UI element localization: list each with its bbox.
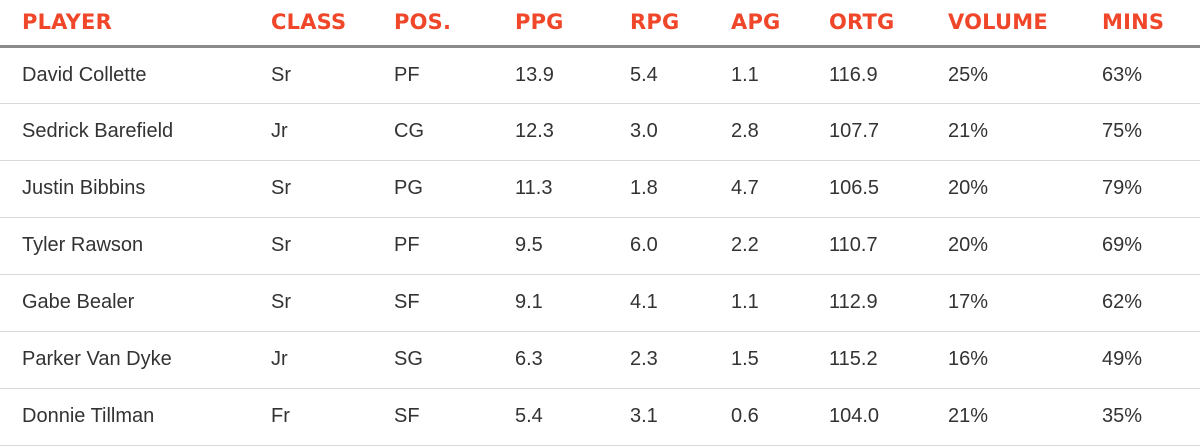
ppg-cell: 9.5 xyxy=(501,217,616,275)
column-header-rpg: RPG xyxy=(616,0,717,48)
column-header-volume: VOLUME xyxy=(934,0,1088,48)
player-name-cell: Justin Bibbins xyxy=(0,160,257,218)
rpg-cell: 5.4 xyxy=(616,46,717,104)
position-cell: SF xyxy=(380,388,501,446)
volume-cell: 17% xyxy=(934,274,1088,332)
class-cell: Jr xyxy=(257,103,380,161)
rpg-cell: 2.3 xyxy=(616,331,717,389)
volume-cell: 21% xyxy=(934,103,1088,161)
mins-cell: 63% xyxy=(1088,46,1200,104)
apg-cell: 2.8 xyxy=(717,103,815,161)
column-header-player: PLAYER xyxy=(0,0,257,48)
player-name-cell: David Collette xyxy=(0,46,257,104)
player-name-cell: Sedrick Barefield xyxy=(0,103,257,161)
volume-cell: 16% xyxy=(934,331,1088,389)
ppg-cell: 12.3 xyxy=(501,103,616,161)
ortg-cell: 107.7 xyxy=(815,103,934,161)
ortg-cell: 115.2 xyxy=(815,331,934,389)
class-cell: Sr xyxy=(257,46,380,104)
volume-cell: 20% xyxy=(934,217,1088,275)
class-cell: Sr xyxy=(257,160,380,218)
player-name-cell: Parker Van Dyke xyxy=(0,331,257,389)
player-name-cell: Gabe Bealer xyxy=(0,274,257,332)
mins-cell: 75% xyxy=(1088,103,1200,161)
class-cell: Jr xyxy=(257,331,380,389)
ppg-cell: 9.1 xyxy=(501,274,616,332)
column-header-ortg: ORTG xyxy=(815,0,934,48)
mins-cell: 69% xyxy=(1088,217,1200,275)
apg-cell: 1.1 xyxy=(717,274,815,332)
ortg-cell: 106.5 xyxy=(815,160,934,218)
table-row: Justin Bibbins Sr PG 11.3 1.8 4.7 106.5 20% 79% xyxy=(0,160,1200,218)
mins-cell: 49% xyxy=(1088,331,1200,389)
mins-cell: 79% xyxy=(1088,160,1200,218)
rpg-cell: 6.0 xyxy=(616,217,717,275)
class-cell: Sr xyxy=(257,274,380,332)
table-row: David Collette Sr PF 13.9 5.4 1.1 116.9 25% 63% xyxy=(0,46,1200,104)
rpg-cell: 3.0 xyxy=(616,103,717,161)
volume-cell: 25% xyxy=(934,46,1088,104)
table-row: Sedrick Barefield Jr CG 12.3 3.0 2.8 107.7 21% 7… xyxy=(0,103,1200,161)
player-name-cell: Donnie Tillman xyxy=(0,388,257,446)
ppg-cell: 6.3 xyxy=(501,331,616,389)
rpg-cell: 1.8 xyxy=(616,160,717,218)
column-header-class: CLASS xyxy=(257,0,380,48)
apg-cell: 0.6 xyxy=(717,388,815,446)
table-body: David Collette Sr PF 13.9 5.4 1.1 116.9 25% 63% S… xyxy=(0,46,1200,446)
table-row: Donnie Tillman Fr SF 5.4 3.1 0.6 104.0 21% 35% xyxy=(0,388,1200,446)
column-header-pos: POS. xyxy=(380,0,501,48)
column-header-ppg: PPG xyxy=(501,0,616,48)
mins-cell: 62% xyxy=(1088,274,1200,332)
position-cell: SG xyxy=(380,331,501,389)
column-header-apg: APG xyxy=(717,0,815,48)
ortg-cell: 112.9 xyxy=(815,274,934,332)
volume-cell: 21% xyxy=(934,388,1088,446)
apg-cell: 4.7 xyxy=(717,160,815,218)
apg-cell: 1.5 xyxy=(717,331,815,389)
apg-cell: 1.1 xyxy=(717,46,815,104)
position-cell: CG xyxy=(380,103,501,161)
position-cell: PF xyxy=(380,217,501,275)
rpg-cell: 4.1 xyxy=(616,274,717,332)
class-cell: Fr xyxy=(257,388,380,446)
class-cell: Sr xyxy=(257,217,380,275)
position-cell: SF xyxy=(380,274,501,332)
table-row: Tyler Rawson Sr PF 9.5 6.0 2.2 110.7 20% 69% xyxy=(0,217,1200,275)
mins-cell: 35% xyxy=(1088,388,1200,446)
table-row: Parker Van Dyke Jr SG 6.3 2.3 1.5 115.2 16% 49% xyxy=(0,331,1200,389)
ppg-cell: 11.3 xyxy=(501,160,616,218)
ortg-cell: 110.7 xyxy=(815,217,934,275)
ortg-cell: 116.9 xyxy=(815,46,934,104)
volume-cell: 20% xyxy=(934,160,1088,218)
table-row: Gabe Bealer Sr SF 9.1 4.1 1.1 112.9 17% 62% xyxy=(0,274,1200,332)
apg-cell: 2.2 xyxy=(717,217,815,275)
position-cell: PG xyxy=(380,160,501,218)
position-cell: PF xyxy=(380,46,501,104)
player-name-cell: Tyler Rawson xyxy=(0,217,257,275)
column-header-mins: MINS xyxy=(1088,0,1200,48)
ppg-cell: 5.4 xyxy=(501,388,616,446)
ortg-cell: 104.0 xyxy=(815,388,934,446)
ppg-cell: 13.9 xyxy=(501,46,616,104)
table-header: PLAYER CLASS POS. PPG RPG APG ORTG VOLUM… xyxy=(0,0,1200,48)
rpg-cell: 3.1 xyxy=(616,388,717,446)
header-row: PLAYER CLASS POS. PPG RPG APG ORTG VOLUM… xyxy=(0,0,1200,48)
